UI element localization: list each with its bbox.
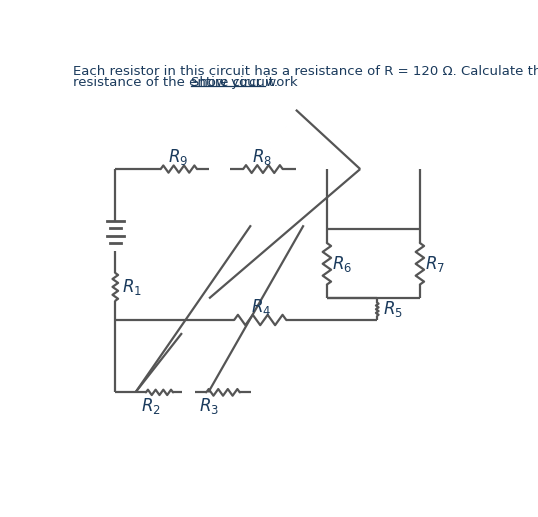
Text: Show your work: Show your work (191, 76, 298, 89)
Text: $R_7$: $R_7$ (426, 254, 445, 274)
Text: $R_1$: $R_1$ (122, 277, 142, 297)
Text: $R_3$: $R_3$ (199, 396, 219, 416)
Text: $R_2$: $R_2$ (141, 396, 161, 416)
Text: $R_9$: $R_9$ (168, 147, 188, 167)
Text: $R_8$: $R_8$ (252, 147, 272, 167)
Text: $R_5$: $R_5$ (383, 299, 402, 319)
Text: $R_6$: $R_6$ (332, 254, 352, 274)
Text: $R_4$: $R_4$ (251, 297, 271, 317)
Text: Each resistor in this circuit has a resistance of R = 120 Ω. Calculate the equiv: Each resistor in this circuit has a resi… (73, 65, 538, 78)
Text: resistance of the entire circuit.: resistance of the entire circuit. (73, 76, 282, 89)
